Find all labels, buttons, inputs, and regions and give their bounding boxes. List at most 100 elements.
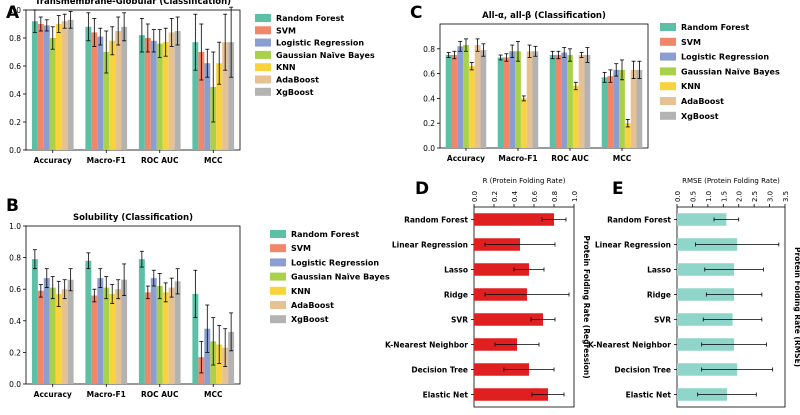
y-tick-label: Linear Regression: [595, 241, 671, 250]
legend-label: XgBoost: [276, 88, 314, 97]
bar: [457, 46, 464, 148]
chart-title: Transmembrane-Globular (Classification): [35, 0, 231, 7]
legend-label: KNN: [681, 82, 701, 91]
bar: [526, 51, 533, 148]
legend-swatch: [255, 87, 271, 96]
panel-letter: A: [6, 3, 20, 23]
bar: [677, 213, 727, 226]
y-tick-label: 0.8: [9, 254, 21, 263]
x-tick-label: ROC AUC: [141, 156, 179, 165]
bar: [61, 289, 68, 384]
y-tick-label: Lasso: [647, 266, 671, 275]
y-tick-label: 0.2: [423, 119, 435, 128]
y-tick-label: 0.6: [9, 285, 21, 294]
bar: [37, 24, 44, 150]
bar: [192, 42, 199, 151]
x-tick-label: 3.0: [767, 191, 775, 202]
bar: [532, 51, 539, 148]
legend-swatch: [270, 301, 286, 309]
bar: [561, 52, 568, 148]
x-tick-label: 1.0: [705, 191, 713, 202]
y-tick-label: 1.0: [9, 222, 21, 231]
legend-swatch: [255, 14, 271, 22]
legend-swatch: [270, 230, 286, 238]
x-tick-label: 0.4: [511, 190, 519, 202]
y-tick-label: 0.0: [423, 144, 435, 153]
legend-label: Logistic Regression: [276, 39, 364, 48]
x-tick-label: Accuracy: [34, 390, 72, 399]
y-tick-label: Decision Tree: [411, 366, 468, 375]
bar: [91, 295, 98, 384]
x-tick-label: 2.0: [736, 191, 744, 202]
bar: [85, 26, 92, 150]
bar: [463, 45, 469, 148]
legend-label: Random Forest: [681, 23, 749, 32]
x-tick-label: 0.2: [491, 191, 499, 202]
y-tick-label: Random Forest: [404, 216, 468, 225]
x-axis-label: R (Protein Folding Rate): [483, 177, 566, 185]
bar: [474, 213, 554, 226]
legend-label: SVM: [276, 26, 296, 35]
y-tick-label: Elastic Net: [626, 391, 672, 400]
legend-label: Logistic Regression: [291, 258, 379, 267]
panel-letter: C: [410, 3, 422, 23]
x-tick-label: 0.5: [689, 191, 697, 202]
legend-swatch: [255, 38, 271, 47]
bar: [67, 19, 74, 150]
bar: [31, 21, 38, 151]
legend-label: Logistic Regression: [681, 53, 769, 62]
bar: [228, 331, 235, 384]
y-tick-label: Lasso: [444, 266, 468, 275]
bar: [567, 55, 573, 148]
legend-swatch: [270, 272, 286, 281]
bar: [55, 24, 62, 150]
y-tick-label: 0.8: [423, 45, 435, 54]
bar: [636, 69, 643, 148]
bar: [144, 38, 151, 150]
y-tick-label: Ridge: [444, 291, 468, 300]
bar: [168, 287, 175, 384]
bar: [144, 292, 151, 384]
legend-swatch: [660, 82, 676, 91]
bar: [204, 328, 211, 384]
legend-swatch: [660, 67, 676, 76]
x-tick-label: 3.5: [782, 191, 790, 202]
x-tick-label: ROC AUC: [551, 154, 589, 163]
bar: [222, 42, 229, 151]
bar: [503, 57, 510, 149]
legend-label: XgBoost: [291, 315, 329, 324]
bar: [150, 278, 157, 384]
legend-label: XgBoost: [681, 112, 719, 121]
legend-swatch: [660, 52, 676, 61]
y-tick-label: K-Nearest Neighbor: [385, 341, 468, 350]
x-tick-label: ROC AUC: [141, 390, 179, 399]
bar: [85, 260, 92, 384]
panel-A: A Transmembrane-Globular (Classification)…: [6, 0, 241, 165]
bar: [204, 63, 211, 151]
bar: [156, 43, 163, 150]
legend-label: AdaBoost: [276, 76, 319, 85]
bar: [121, 279, 128, 384]
panel-letter: D: [415, 179, 429, 199]
legend-swatch: [660, 23, 676, 31]
bar: [601, 77, 608, 148]
legend-label: AdaBoost: [291, 301, 334, 310]
legend-swatch: [255, 26, 271, 35]
bar: [474, 388, 548, 401]
plot-frame: [25, 9, 241, 151]
legend-swatch: [270, 258, 286, 267]
bar: [97, 278, 104, 384]
bar: [97, 36, 104, 150]
x-tick-label: 1.5: [720, 191, 728, 202]
bar: [474, 313, 543, 326]
y-tick-label: Random Forest: [607, 216, 671, 225]
bar: [174, 281, 181, 384]
legend-label: KNN: [291, 287, 311, 296]
y-tick-label: SVR: [654, 316, 671, 325]
bar: [121, 26, 128, 150]
legend-swatch: [270, 315, 286, 324]
x-tick-label: MCC: [204, 390, 223, 399]
y-axis-label: Protein Folding Rate (RMSE): [793, 247, 800, 367]
y-tick-label: SVR: [451, 316, 468, 325]
panel-E: E RMSE (Protein Folding Rate)0.0 0.5 1.0 1.5…: [588, 177, 800, 408]
